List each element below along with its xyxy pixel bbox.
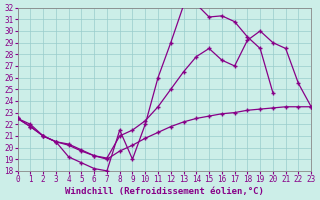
X-axis label: Windchill (Refroidissement éolien,°C): Windchill (Refroidissement éolien,°C) — [65, 187, 264, 196]
